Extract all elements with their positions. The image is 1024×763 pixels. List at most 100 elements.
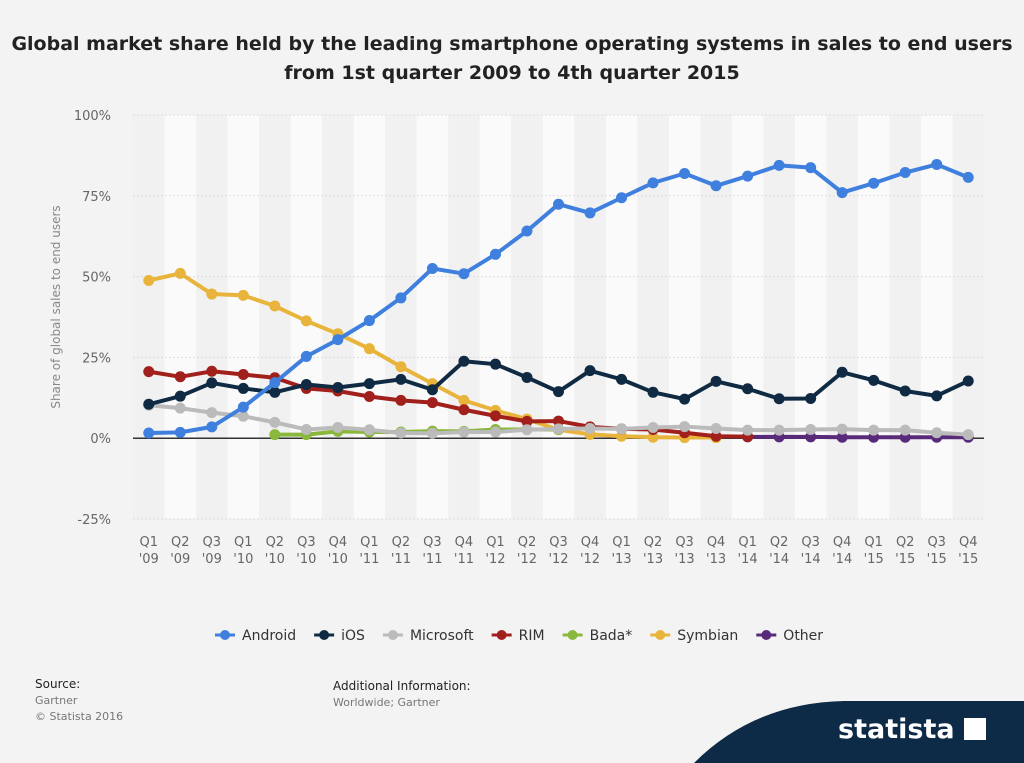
data-point-Android [805,162,817,174]
x-tick-label: Q4'13 [706,535,726,567]
data-point-Microsoft [237,410,249,422]
data-point-iOS [363,378,375,390]
data-point-Android [206,421,218,433]
statista-logo-bg [694,701,1024,763]
data-point-Microsoft [206,407,218,419]
x-tick-label: Q1'10 [233,535,253,567]
data-point-iOS [742,383,754,395]
data-point-Microsoft [395,427,407,439]
x-tick-label: Q1'12 [485,535,505,567]
data-point-Android [868,177,880,189]
source-block: Source: Gartner © Statista 2016 [35,676,123,725]
data-point-Bada* [269,429,281,441]
additional-info: Additional Information: Worldwide; Gartn… [333,678,471,711]
x-tick-label: Q1'13 [611,535,631,567]
data-point-Android [616,192,628,204]
data-point-Android [962,171,974,183]
x-tick-label: Q1'11 [359,535,379,567]
data-point-Microsoft [899,424,911,436]
data-point-Microsoft [931,427,943,439]
data-point-Microsoft [300,423,312,435]
data-point-Microsoft [805,423,817,435]
data-point-iOS [521,371,533,383]
data-point-Microsoft [836,423,848,435]
data-point-Symbian [363,343,375,355]
data-point-Android [710,180,722,192]
additional-label: Additional Information: [333,679,471,693]
data-point-Microsoft [679,421,691,433]
x-tick-label: Q2'11 [391,535,411,567]
data-point-iOS [868,374,880,386]
legend-item: Symbian [677,628,738,644]
data-point-Android [584,207,596,219]
y-tick-label: 100% [74,109,111,124]
y-tick-label: -25% [77,513,111,528]
data-point-RIM [143,366,155,378]
data-point-Symbian [143,274,155,286]
column-band [637,115,669,519]
x-tick-label: Q1'14 [738,535,758,567]
data-point-Microsoft [489,426,501,438]
data-point-RIM [553,415,564,427]
data-point-Android [742,170,754,182]
x-tick-label: Q2'15 [895,535,915,567]
data-point-Android [363,315,375,327]
x-tick-label: Q3'09 [202,535,222,567]
y-tick-label: 50% [82,271,111,286]
data-point-Microsoft [332,422,344,434]
data-point-Microsoft [616,423,628,435]
column-band [700,115,732,519]
data-point-iOS [269,386,281,398]
statista-logo: statista [838,714,986,745]
data-point-iOS [300,379,312,391]
legend-item: iOS [341,628,365,644]
y-tick-label: 25% [82,351,111,366]
data-point-RIM [710,430,722,442]
data-point-Android [647,177,659,189]
legend-marker [319,630,330,640]
x-tick-label: Q1'15 [864,535,884,567]
data-point-Symbian [237,289,249,301]
data-point-Android [237,401,249,413]
data-point-iOS [679,393,691,405]
data-point-Android [773,159,785,171]
column-band [385,115,417,519]
data-point-Android [269,377,281,389]
data-point-Android [521,225,533,237]
data-point-Microsoft [521,424,533,436]
x-tick-label: Q1'09 [139,535,159,567]
data-point-Microsoft [174,402,186,414]
line-chart: 100% 75% 50% 25% 0% -25% Share of global sales… [49,109,984,644]
legend-marker [496,630,507,640]
x-tick-label: Q2'09 [170,535,190,567]
data-point-Android [931,158,943,170]
copyright: © Statista 2016 [35,710,124,723]
data-point-Android [679,167,691,179]
data-point-iOS [489,358,501,370]
data-point-iOS [616,373,628,385]
data-point-RIM [363,391,375,403]
legend-marker [761,630,772,640]
data-point-Microsoft [426,427,438,439]
column-band [763,115,795,519]
data-point-iOS [584,365,596,377]
legend-item: Other [783,628,823,644]
data-point-iOS [426,384,438,396]
column-band [574,115,606,519]
data-point-iOS [395,373,407,385]
data-point-RIM [206,365,218,377]
x-tick-label: Q4'11 [454,535,474,567]
column-band [133,115,165,519]
data-point-Microsoft [773,424,785,436]
legend-item: Bada* [590,628,633,644]
x-tick-label: Q3'15 [927,535,947,567]
x-tick-label: Q4'12 [580,535,600,567]
data-point-RIM [237,369,249,381]
data-point-iOS [773,393,785,405]
data-point-Android [395,292,407,304]
data-point-RIM [489,410,501,422]
data-point-Android [332,334,344,346]
column-band [196,115,228,519]
column-band [889,115,921,519]
x-tick-label: Q3'11 [422,535,442,567]
